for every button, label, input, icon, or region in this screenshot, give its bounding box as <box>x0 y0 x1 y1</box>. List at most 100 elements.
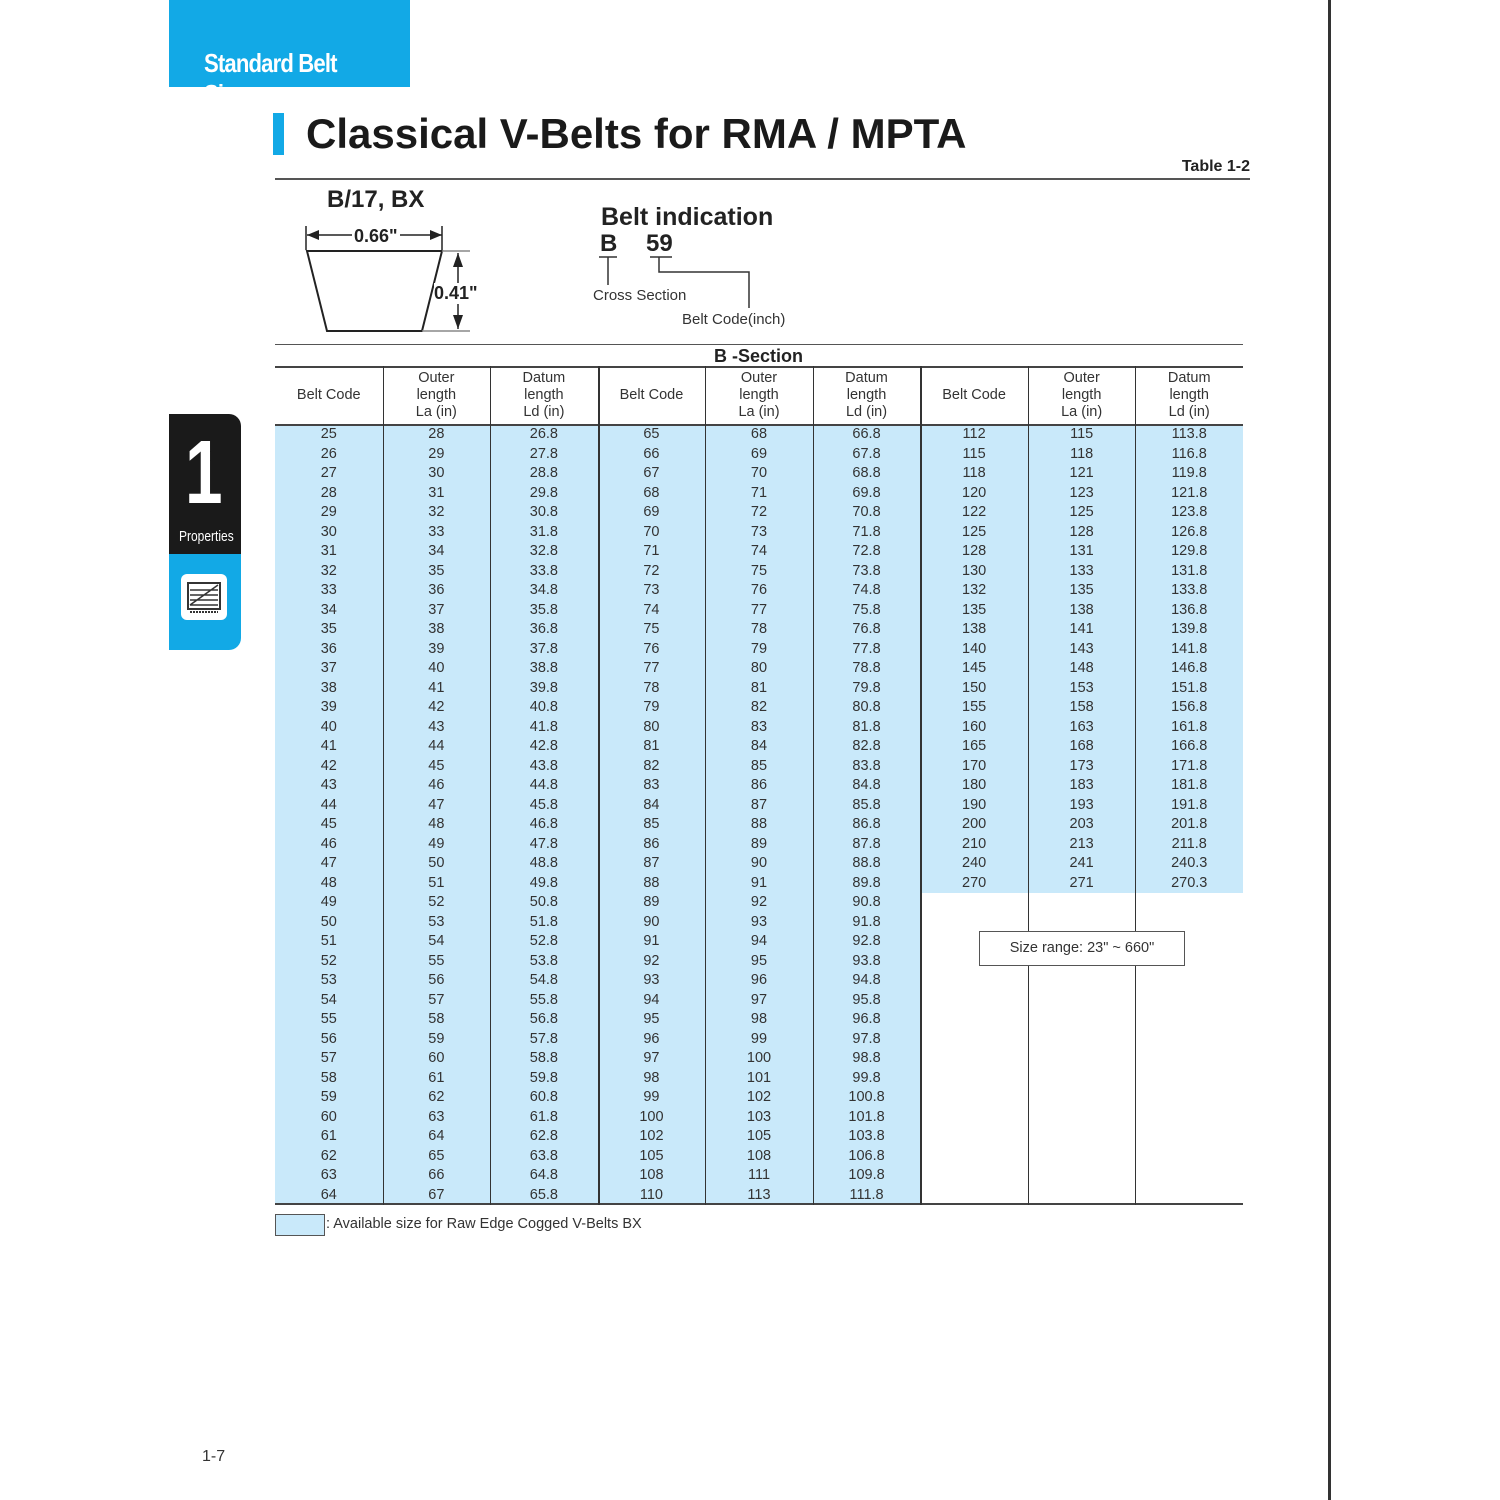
cross-section-label: Cross Section <box>593 287 687 304</box>
belt-code-cell: 28 <box>275 483 383 503</box>
datum-length-cell: 36.8 <box>490 620 598 640</box>
datum-length-cell: 171.8 <box>1135 756 1243 776</box>
belt-indication-leaders <box>599 256 750 308</box>
chapter-tab[interactable]: 1 Properties <box>169 414 241 554</box>
datum-length-cell: 85.8 <box>812 795 921 815</box>
datum-length-cell: 77.8 <box>812 639 921 659</box>
belt-code-cell: 37 <box>275 659 383 679</box>
datum-length-cell: 82.8 <box>812 737 921 757</box>
outer-length-cell: 105 <box>705 1127 813 1147</box>
table-number: Table 1-2 <box>1181 158 1250 175</box>
datum-length-cell: 88.8 <box>812 854 921 874</box>
belt-cross-section-diagram <box>305 226 470 332</box>
datum-length-cell: 55.8 <box>490 990 598 1010</box>
outer-length-cell: 53 <box>382 912 491 932</box>
datum-length-cell: 65.8 <box>490 1185 598 1205</box>
datum-length-cell: 101.8 <box>812 1107 921 1127</box>
outer-length-cell: 60 <box>382 1049 491 1069</box>
belt-code-cell: 69 <box>597 503 706 523</box>
outer-length-cell: 51 <box>382 873 491 893</box>
datum-length-cell: 47.8 <box>490 834 598 854</box>
belt-code-cell: 75 <box>597 620 706 640</box>
belt-code-cell: 90 <box>597 912 706 932</box>
belt-indication-code: 59 <box>646 230 673 257</box>
belt-code-cell: 65 <box>597 425 706 445</box>
outer-length-cell: 143 <box>1027 639 1136 659</box>
outer-length-cell: 61 <box>382 1068 491 1088</box>
belt-code-cell: 132 <box>920 581 1028 601</box>
outer-length-cell: 78 <box>705 620 813 640</box>
datum-length-cell: 156.8 <box>1135 698 1243 718</box>
datum-length-cell: 136.8 <box>1135 600 1243 620</box>
datum-length-cell: 63.8 <box>490 1146 598 1166</box>
outer-length-cell: 45 <box>382 756 491 776</box>
outer-length-cell: 125 <box>1027 503 1136 523</box>
datum-length-cell: 83.8 <box>812 756 921 776</box>
datum-length-cell: 141.8 <box>1135 639 1243 659</box>
datum-length-cell: 43.8 <box>490 756 598 776</box>
datum-length-cell: 123.8 <box>1135 503 1243 523</box>
column-divider <box>920 366 923 1205</box>
outer-length-cell: 133 <box>1027 561 1136 581</box>
column-header-belt-code: Belt Code <box>942 386 1006 403</box>
datum-length-cell: 211.8 <box>1135 834 1243 854</box>
belt-code-cell: 91 <box>597 932 706 952</box>
belt-code-cell: 48 <box>275 873 383 893</box>
belt-code-cell: 128 <box>920 542 1028 562</box>
belt-code-cell: 56 <box>275 1029 383 1049</box>
belt-code-cell: 79 <box>597 698 706 718</box>
belt-code-cell: 102 <box>597 1127 706 1147</box>
belt-code-cell: 29 <box>275 503 383 523</box>
divider <box>275 344 1243 345</box>
header-tab-label: Standard Belt Sizes <box>204 48 337 109</box>
datum-length-cell: 87.8 <box>812 834 921 854</box>
height-dimension: 0.41" <box>434 283 478 304</box>
datum-length-cell: 240.3 <box>1135 854 1243 874</box>
datum-length-cell: 113.8 <box>1135 425 1243 445</box>
outer-length-cell: 158 <box>1027 698 1136 718</box>
datum-length-cell: 42.8 <box>490 737 598 757</box>
chapter-icon-tab[interactable] <box>169 554 241 650</box>
outer-length-cell: 118 <box>1027 444 1136 464</box>
outer-length-cell: 37 <box>382 600 491 620</box>
datum-length-cell: 151.8 <box>1135 678 1243 698</box>
outer-length-cell: 42 <box>382 698 491 718</box>
datum-length-cell: 61.8 <box>490 1107 598 1127</box>
outer-length-cell: 183 <box>1027 776 1136 796</box>
datum-length-cell: 59.8 <box>490 1068 598 1088</box>
outer-length-cell: 241 <box>1027 854 1136 874</box>
datum-length-cell: 26.8 <box>490 425 598 445</box>
datum-length-cell: 80.8 <box>812 698 921 718</box>
datum-length-cell: 99.8 <box>812 1068 921 1088</box>
datum-length-cell: 54.8 <box>490 971 598 991</box>
datum-length-cell: 72.8 <box>812 542 921 562</box>
outer-length-cell: 63 <box>382 1107 491 1127</box>
belt-code-cell: 240 <box>920 854 1028 874</box>
belt-code-cell: 96 <box>597 1029 706 1049</box>
datum-length-cell: 40.8 <box>490 698 598 718</box>
belt-code-cell: 39 <box>275 698 383 718</box>
belt-code-cell: 74 <box>597 600 706 620</box>
belt-code-cell: 66 <box>597 444 706 464</box>
belt-code-cell: 42 <box>275 756 383 776</box>
datum-length-cell: 48.8 <box>490 854 598 874</box>
belt-code-cell: 94 <box>597 990 706 1010</box>
outer-length-cell: 93 <box>705 912 813 932</box>
outer-length-cell: 38 <box>382 620 491 640</box>
outer-length-cell: 86 <box>705 776 813 796</box>
column-divider <box>597 366 600 1205</box>
belt-code-cell: 64 <box>275 1185 383 1205</box>
belt-code-cell: 150 <box>920 678 1028 698</box>
belt-code-cell: 62 <box>275 1146 383 1166</box>
belt-code-cell: 97 <box>597 1049 706 1069</box>
belt-code-cell: 32 <box>275 561 383 581</box>
datum-length-cell: 27.8 <box>490 444 598 464</box>
belt-code-cell: 86 <box>597 834 706 854</box>
datum-length-cell: 69.8 <box>812 483 921 503</box>
belt-code-cell: 70 <box>597 522 706 542</box>
header-rule <box>275 424 1243 426</box>
belt-code-cell: 170 <box>920 756 1028 776</box>
datum-length-cell: 111.8 <box>812 1185 921 1205</box>
outer-length-cell: 68 <box>705 425 813 445</box>
outer-length-cell: 30 <box>382 464 491 484</box>
